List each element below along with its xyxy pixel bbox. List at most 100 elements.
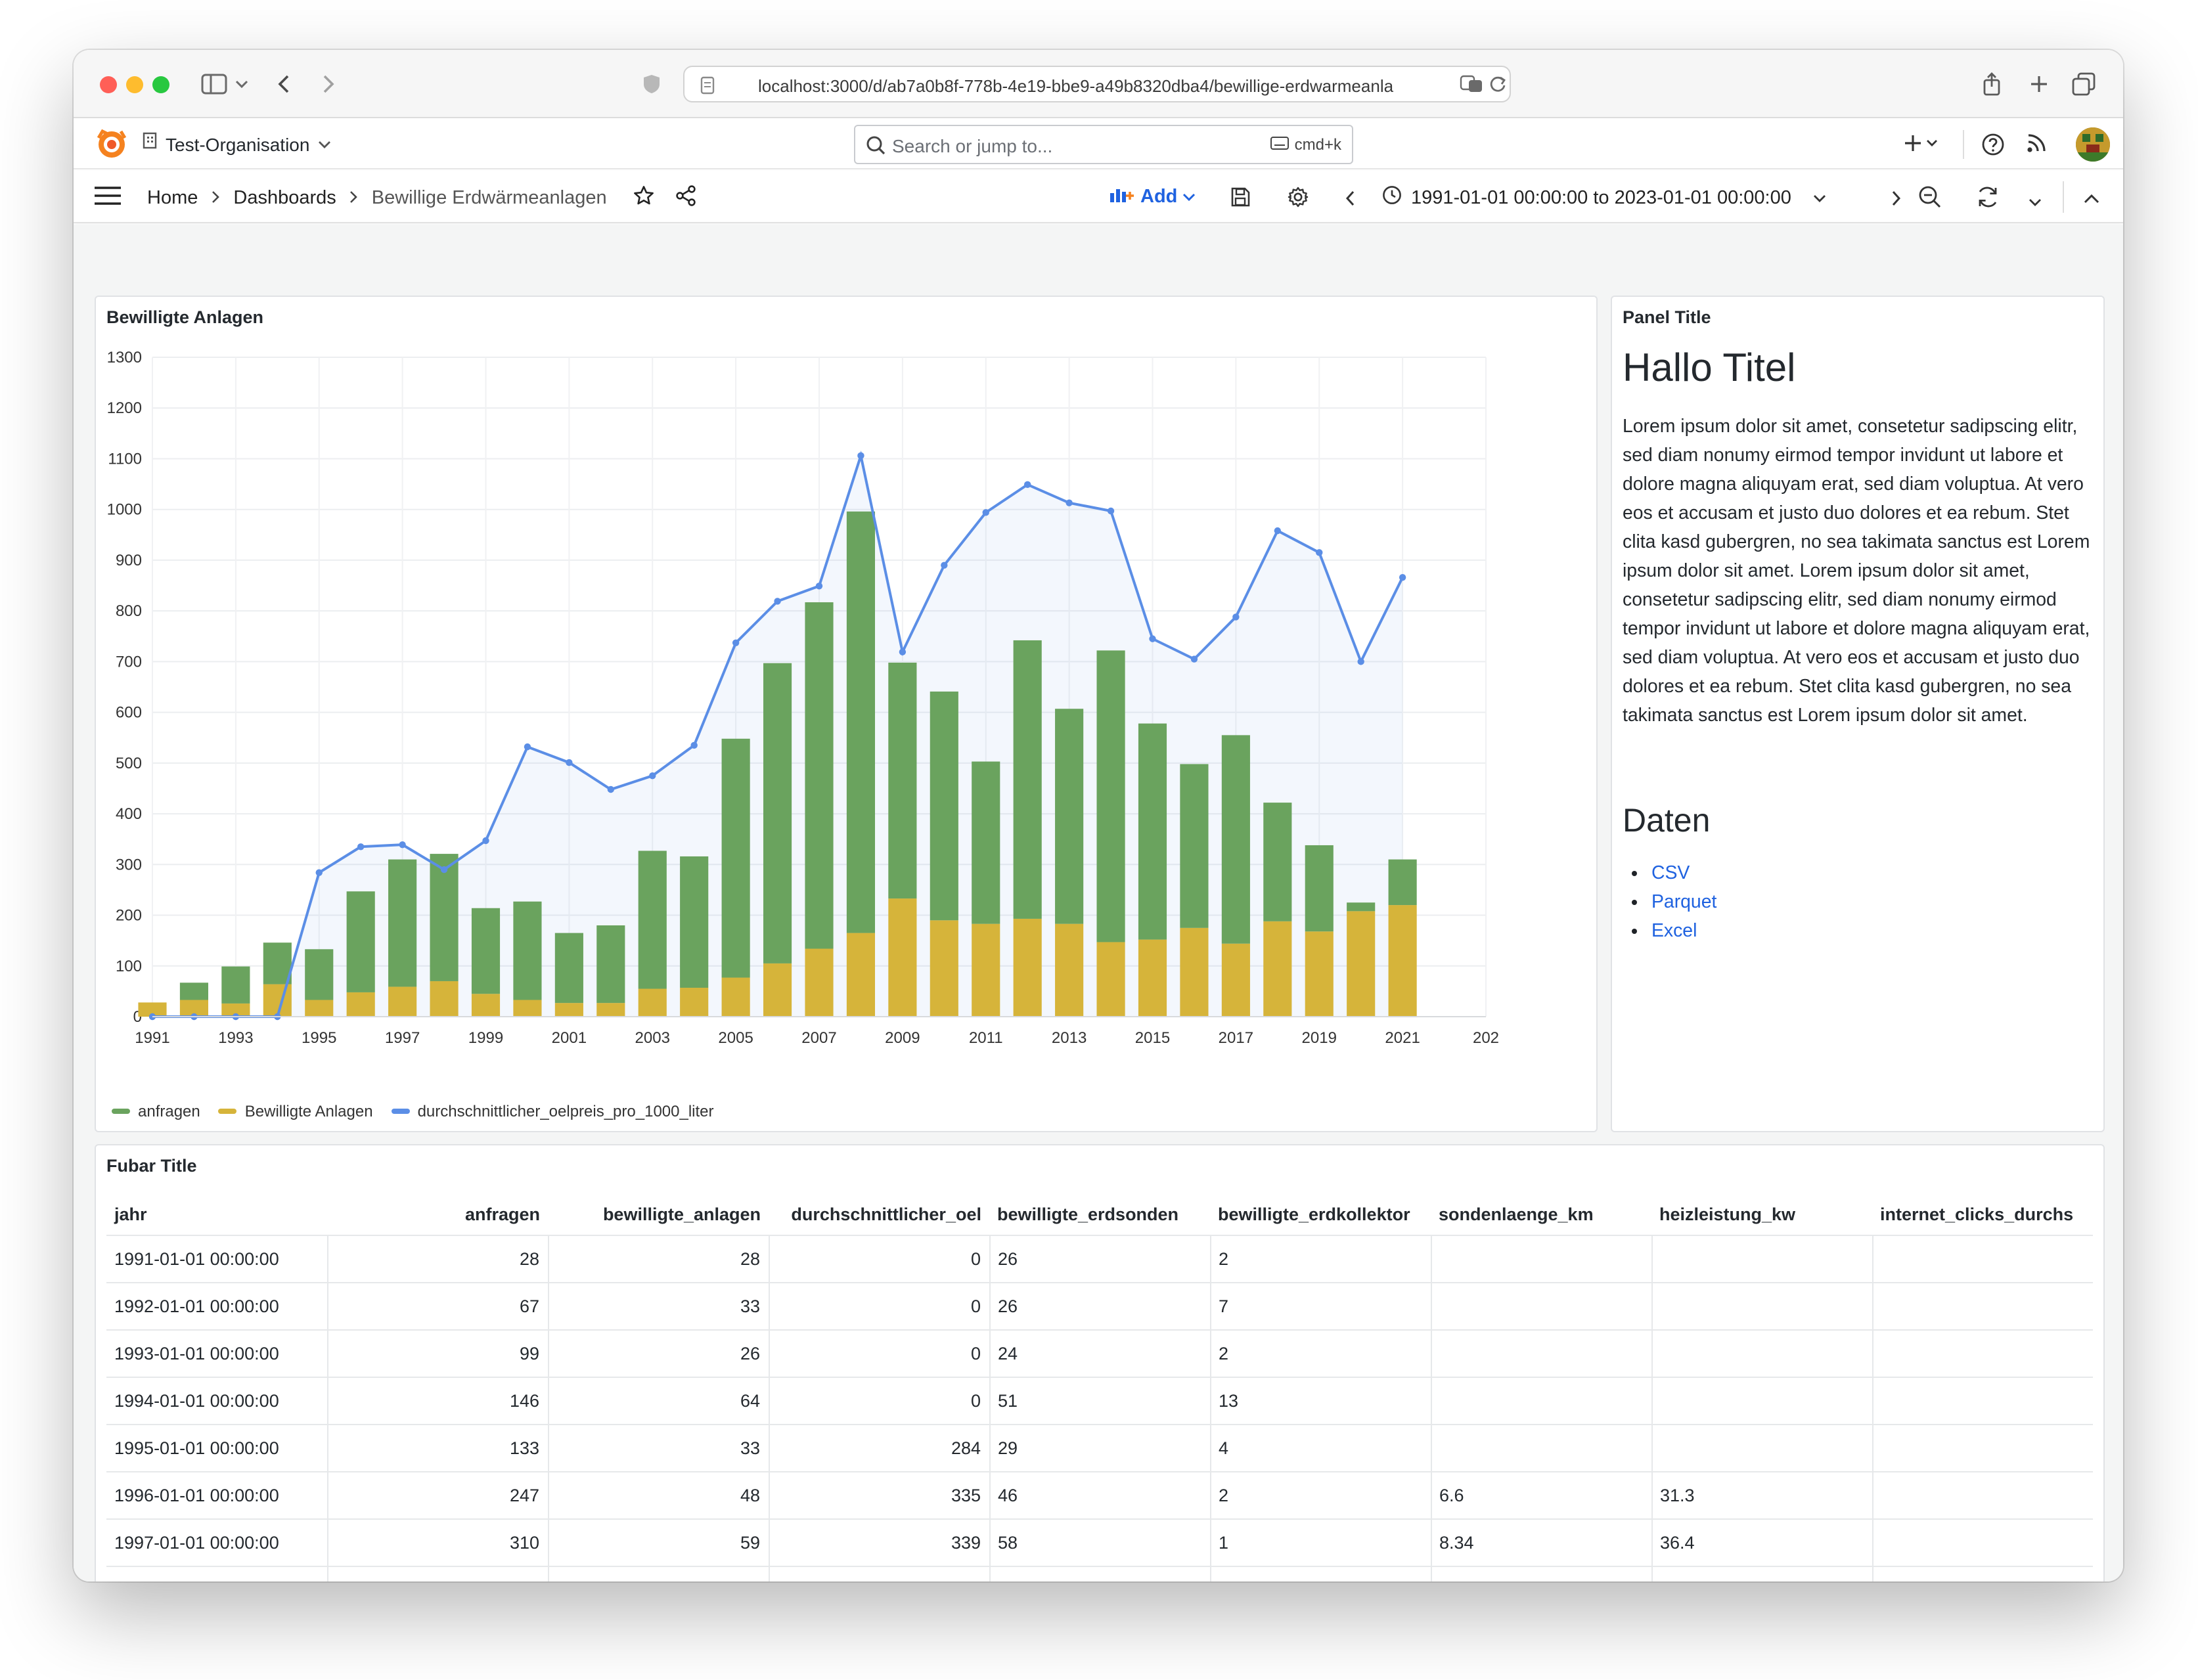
line-point [1023, 481, 1031, 489]
line-point [1107, 507, 1115, 515]
save-icon[interactable] [1230, 187, 1251, 214]
table-cell: 58 [989, 1518, 1211, 1566]
line-point [399, 841, 406, 849]
text-panel[interactable]: Panel Title Hallo Titel Lorem ipsum dolo… [1611, 296, 2105, 1132]
tabs-overview-icon[interactable] [2071, 68, 2097, 100]
table-cell: 48 [548, 1470, 769, 1518]
y-tick-label: 600 [116, 704, 142, 722]
table-cell: 64 [548, 1376, 769, 1424]
share-icon[interactable] [675, 185, 696, 211]
column-header-internet-clicks[interactable]: internet_clicks_durchs [1880, 1205, 2074, 1225]
refresh-icon[interactable] [1976, 185, 2000, 215]
back-icon[interactable] [271, 68, 297, 100]
search-input[interactable]: Search or jump to... cmd+k [854, 125, 1353, 164]
table-cell: 29 [989, 1423, 1211, 1471]
line-point [857, 452, 864, 460]
table-cell: 53.61 [1651, 1565, 1873, 1581]
column-header-heizleistung[interactable]: heizleistung_kw [1659, 1205, 1796, 1225]
zoom-window-button[interactable] [152, 76, 169, 93]
star-icon[interactable] [633, 185, 654, 211]
column-header-oelpreis[interactable]: durchschnittlicher_oel [791, 1205, 981, 1225]
breadcrumb-home[interactable]: Home [147, 188, 198, 209]
avatar[interactable] [2076, 127, 2110, 162]
bar-bewilligte-anlagen [138, 1002, 167, 1017]
table-cell [1651, 1329, 1873, 1377]
x-tick-label: 2011 [969, 1029, 1003, 1047]
time-range-picker[interactable]: 1991-01-01 00:00:00 to 2023-01-01 00:00:… [1382, 185, 1827, 210]
bar-bewilligte-anlagen [1055, 923, 1084, 1017]
translate-icon[interactable] [1460, 75, 1483, 97]
line-point [1399, 573, 1406, 581]
chevron-right-icon [349, 188, 359, 209]
breadcrumb-dashboards[interactable]: Dashboards [233, 188, 336, 209]
org-switcher[interactable]: Test-Organisation [142, 131, 330, 156]
shield-icon[interactable] [639, 68, 665, 100]
bar-anfragen [471, 908, 501, 994]
column-header-bewilligte-anlagen[interactable]: bewilligte_anlagen [602, 1205, 761, 1225]
reload-icon[interactable] [1489, 75, 1507, 97]
x-tick-label: 2005 [718, 1029, 753, 1047]
table-cell [1431, 1376, 1652, 1424]
x-tick-label: 2009 [885, 1029, 920, 1047]
table-cell: 51 [989, 1376, 1211, 1424]
plus-icon[interactable] [1905, 134, 1939, 159]
chart-panel[interactable]: Bewilligte Anlagen 0 100 200 300 400 500 600 70… [95, 296, 1598, 1132]
csv-link[interactable]: CSV [1651, 863, 1690, 884]
legend-item-bewilligte-anlagen[interactable]: Bewilligte Anlagen [218, 1102, 373, 1120]
table-panel[interactable]: Fubar Title jahr anfragen bewilligte_anl… [95, 1144, 2105, 1581]
table-cell [1872, 1329, 2093, 1377]
table-cell: 1994-01-01 00:00:00 [106, 1376, 328, 1424]
chevron-down-icon[interactable] [2029, 190, 2042, 214]
line-point [482, 837, 489, 845]
text-heading: Hallo Titel [1623, 347, 1796, 390]
address-bar[interactable]: localhost:3000/d/ab7a0b8f-778b-4e19-bbe9… [683, 66, 1511, 102]
chevron-down-icon[interactable] [234, 68, 250, 100]
share-icon[interactable] [1979, 68, 2005, 100]
zoom-out-icon[interactable] [1918, 185, 1942, 215]
line-point [1065, 499, 1073, 506]
bar-anfragen [888, 662, 917, 899]
table-cell: 0 [769, 1234, 990, 1282]
column-header-anfragen[interactable]: anfragen [464, 1205, 540, 1225]
table-cell [1431, 1329, 1652, 1377]
parquet-link[interactable]: Parquet [1651, 892, 1717, 913]
forward-icon[interactable] [315, 68, 342, 100]
settings-icon[interactable] [1288, 187, 1309, 214]
bar-bewilligte-anlagen [1263, 921, 1292, 1017]
column-header-jahr[interactable]: jahr [114, 1205, 147, 1225]
bar-anfragen [596, 925, 625, 1004]
bar-anfragen [554, 933, 583, 1004]
news-feed-icon[interactable] [2026, 133, 2047, 160]
url-text: localhost:3000/d/ab7a0b8f-778b-4e19-bbe9… [758, 76, 1394, 96]
bar-bewilligte-anlagen [1347, 911, 1376, 1017]
bar-bewilligte-anlagen [638, 988, 667, 1017]
time-back-icon[interactable] [1345, 189, 1356, 213]
table-cell [1431, 1281, 1652, 1329]
table-cell: 13 [1210, 1376, 1431, 1424]
column-header-sondenlaenge[interactable]: sondenlaenge_km [1439, 1205, 1594, 1225]
excel-link[interactable]: Excel [1651, 921, 1697, 942]
close-window-button[interactable] [100, 76, 117, 93]
grafana-logo-icon[interactable] [95, 127, 129, 168]
collapse-icon[interactable] [2084, 189, 2099, 213]
time-forward-icon[interactable] [1891, 189, 1901, 213]
menu-icon[interactable] [95, 187, 121, 211]
x-tick-label: 2007 [801, 1029, 836, 1047]
help-icon[interactable] [1981, 133, 2005, 163]
legend-label: anfragen [138, 1102, 200, 1120]
sidebar-toggle-icon[interactable] [197, 68, 231, 100]
column-header-erdsonden[interactable]: bewilligte_erdsonden [997, 1205, 1179, 1225]
new-tab-icon[interactable] [2026, 68, 2052, 100]
legend-item-oelpreis[interactable]: durchschnittlicher_oelpreis_pro_1000_lit… [391, 1102, 714, 1120]
column-header-erdkollektor[interactable]: bewilligte_erdkollektor [1218, 1205, 1410, 1225]
table-cell: 0 [769, 1281, 990, 1329]
minimize-window-button[interactable] [126, 76, 143, 93]
list-item: CSV [1651, 859, 1716, 888]
bar-anfragen [721, 738, 750, 978]
bar-anfragen [1347, 902, 1376, 912]
line-point [1316, 549, 1323, 556]
line-point [690, 741, 698, 749]
add-button[interactable]: Add [1109, 185, 1196, 209]
line-point [1232, 613, 1240, 621]
legend-item-anfragen[interactable]: anfragen [112, 1102, 200, 1120]
